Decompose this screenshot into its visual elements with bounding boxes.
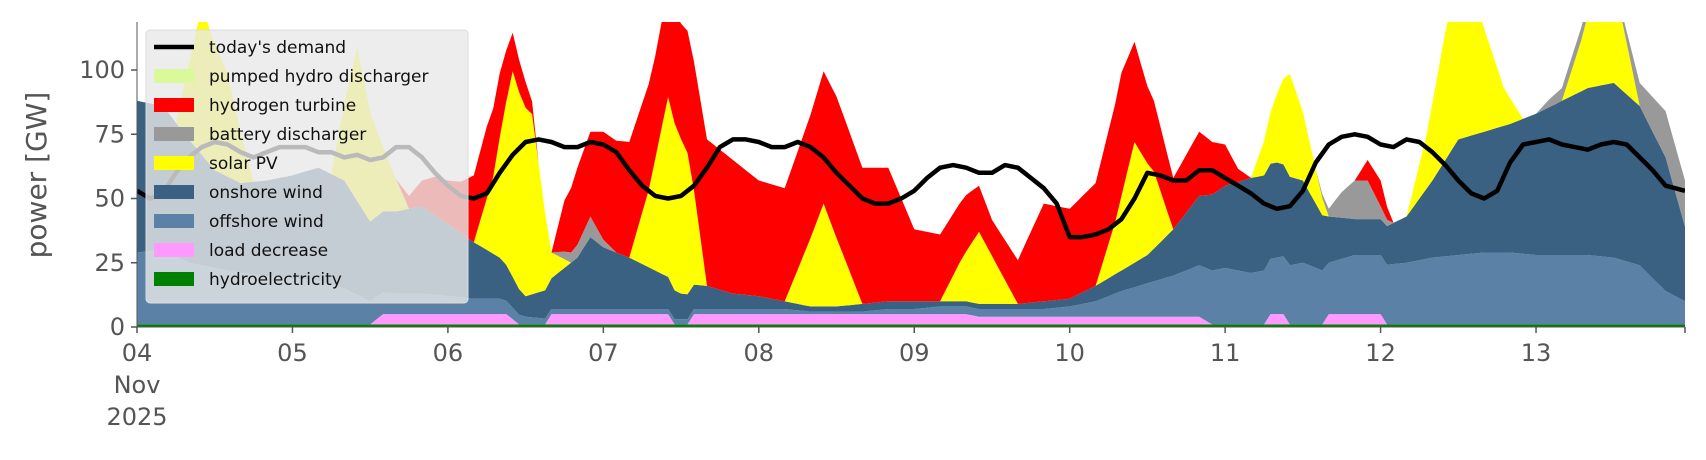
legend-label: hydrogen turbine	[209, 96, 356, 116]
legend-swatch	[154, 156, 194, 170]
area-hydrogen-turbine	[137, 22, 1685, 304]
legend-label: offshore wind	[209, 212, 324, 232]
x-tick-label: 05	[277, 339, 308, 367]
legend-label: solar PV	[209, 154, 278, 174]
area-solar-pv	[137, 22, 1685, 307]
y-tick-label: 25	[94, 249, 125, 277]
legend-label: pumped hydro discharger	[209, 67, 428, 87]
area-offshore-wind	[137, 249, 1685, 325]
legend-swatch	[154, 214, 194, 228]
y-axis: 0 25 50 75 100	[79, 22, 138, 341]
y-tick-label: 100	[79, 56, 125, 84]
x-tick-label: 10	[1054, 339, 1085, 367]
x-tick-label: 11	[1210, 339, 1241, 367]
legend-swatch	[154, 243, 194, 257]
legend-label: onshore wind	[209, 183, 323, 203]
x-tick-year: 2025	[106, 403, 167, 431]
y-axis-label: power [GW]	[20, 92, 53, 259]
x-tick-label: 07	[588, 339, 619, 367]
legend-swatch	[154, 185, 194, 199]
x-tick-label: 09	[899, 339, 930, 367]
legend-label: today's demand	[209, 38, 346, 58]
x-tick-label: 04	[122, 339, 153, 367]
legend-label: hydroelectricity	[209, 270, 342, 290]
legend-box	[145, 29, 469, 304]
y-tick-label: 75	[94, 120, 125, 148]
x-tick-label: 08	[744, 339, 775, 367]
x-tick-month: Nov	[114, 371, 161, 399]
x-tick-label: 12	[1365, 339, 1396, 367]
legend-swatch	[154, 127, 194, 141]
x-axis: 04 Nov 2025 05 06 07 08 09 10 11 12 13	[106, 326, 1686, 431]
y-tick-label: 50	[94, 185, 125, 213]
area-load-decrease	[137, 314, 1685, 325]
area-onshore-wind	[137, 82, 1685, 320]
x-tick-label: 13	[1521, 339, 1552, 367]
legend-label: load decrease	[209, 241, 328, 261]
legend-label: battery discharger	[209, 125, 366, 145]
y-tick-label: 0	[110, 313, 125, 341]
x-tick-label: 06	[433, 339, 464, 367]
legend: today's demand pumped hydro discharger hyd…	[145, 29, 469, 304]
area-hydroelectricity	[137, 324, 1685, 327]
legend-swatch	[154, 272, 194, 286]
legend-swatch	[154, 98, 194, 112]
legend-swatch	[154, 69, 194, 83]
